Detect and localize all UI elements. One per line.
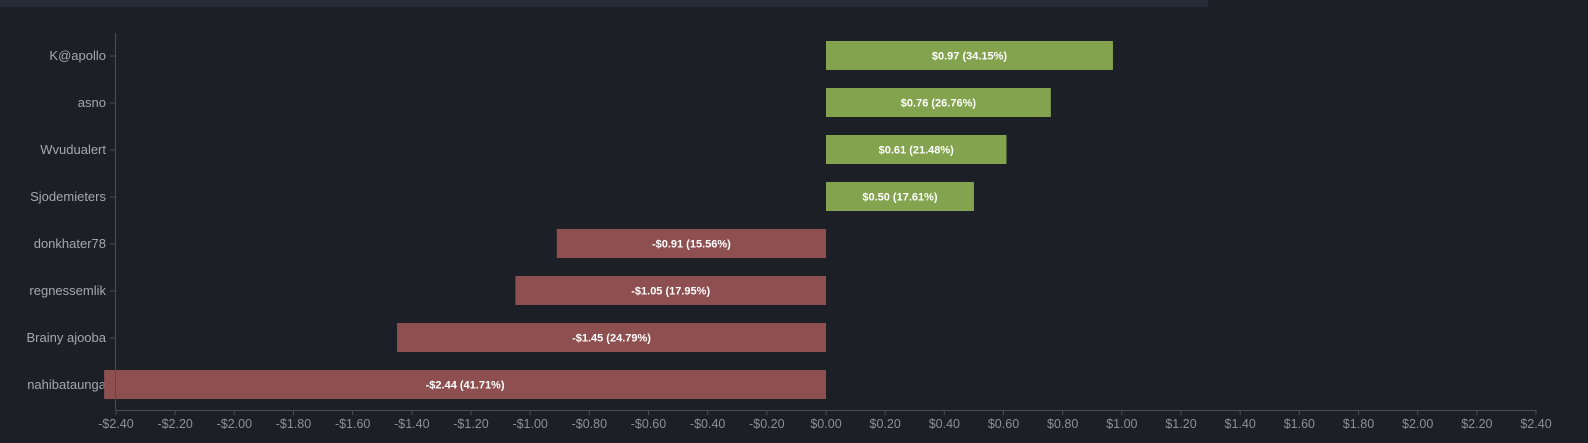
top-header-strip (0, 0, 1208, 7)
x-tick-label: -$1.60 (335, 417, 370, 431)
bar[interactable] (515, 276, 826, 305)
x-tick-label: $0.20 (870, 417, 901, 431)
x-tick-label: $2.00 (1402, 417, 1433, 431)
x-tick-label: $1.20 (1165, 417, 1196, 431)
category-labels: K@apollo asno Wvudualert Sjodemieters donkha… (27, 48, 115, 392)
x-tick-label: -$0.60 (631, 417, 666, 431)
x-tick-label: -$0.40 (690, 417, 725, 431)
bar-data-label: $0.76 (26.76%) (901, 98, 977, 110)
x-tick-label: -$2.00 (217, 417, 252, 431)
bar-data-label: $0.97 (34.15%) (932, 51, 1008, 63)
bar[interactable] (826, 88, 1051, 117)
category-label: regnessemlik (29, 283, 106, 298)
bar-data-label: -$0.91 (15.56%) (652, 239, 731, 251)
x-tick-label: -$1.00 (512, 417, 547, 431)
x-tick-label: -$2.40 (98, 417, 133, 431)
x-tick-label: $2.40 (1520, 417, 1551, 431)
bar[interactable] (826, 135, 1007, 164)
x-tick-label: $2.20 (1461, 417, 1492, 431)
x-tick-label: -$1.40 (394, 417, 429, 431)
bar-data-label: $0.50 (17.61%) (862, 192, 938, 204)
bars (104, 41, 1113, 399)
x-tick-label: $0.80 (1047, 417, 1078, 431)
bar-data-label: $0.61 (21.48%) (879, 145, 955, 157)
data-labels: $0.97 (34.15%) $0.76 (26.76%) $0.61 (21.48… (426, 51, 1008, 392)
bar-data-label: -$1.45 (24.79%) (572, 333, 651, 345)
x-tick-label: $0.00 (810, 417, 841, 431)
x-tick-label: $0.40 (929, 417, 960, 431)
x-tick-label: $1.80 (1343, 417, 1374, 431)
x-tick-label: -$0.20 (749, 417, 784, 431)
x-tick-label: $1.60 (1284, 417, 1315, 431)
x-tick-label: -$2.20 (157, 417, 192, 431)
x-tick-label: -$1.80 (276, 417, 311, 431)
bar-data-label: -$2.44 (41.71%) (426, 380, 505, 392)
bar[interactable] (826, 41, 1113, 70)
bar-data-label: -$1.05 (17.95%) (631, 286, 710, 298)
category-label: nahibataunga (27, 377, 107, 392)
x-tick-label: $1.40 (1225, 417, 1256, 431)
x-tick-label: $0.60 (988, 417, 1019, 431)
bar[interactable] (397, 323, 826, 352)
bar[interactable] (556, 229, 826, 258)
category-label: donkhater78 (34, 236, 106, 251)
x-tick-label: $1.00 (1106, 417, 1137, 431)
category-label: Wvudualert (40, 142, 106, 157)
category-label: Sjodemieters (30, 189, 106, 204)
bar[interactable] (104, 370, 826, 399)
category-label: Brainy ajooba (27, 330, 107, 345)
bar[interactable] (826, 182, 974, 211)
x-tick-label: -$1.20 (453, 417, 488, 431)
category-label: asno (78, 95, 106, 110)
category-label: K@apollo (49, 48, 106, 63)
x-tick-label: -$0.80 (572, 417, 607, 431)
x-axis-ticks: -$2.40 -$2.20 -$2.00 -$1.80 -$1.60 -$1.40 -$1.… (98, 410, 1552, 431)
